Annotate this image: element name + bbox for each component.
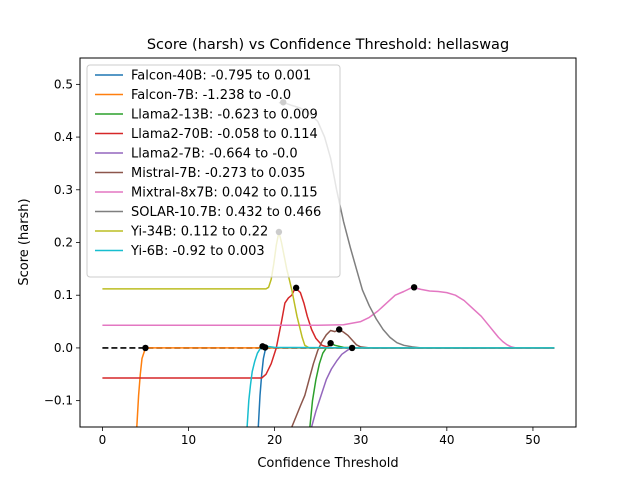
x-tick-label: 40 — [439, 433, 454, 447]
legend-box — [86, 64, 341, 278]
ticks-layer: 0 10 20 30 40 50 −0.1 0.0 0.1 0.2 0.3 0.4 0.5 — [44, 77, 541, 447]
y-axis-label: Score (harsh) — [17, 198, 32, 285]
y-tick-label: 0.2 — [54, 236, 73, 250]
legend-label-6: Mixtral-8x7B: 0.042 to 0.115 — [131, 186, 318, 201]
legend-label-2: Llama2-13B: -0.623 to 0.009 — [131, 108, 318, 123]
legend: Falcon-40B: -0.795 to 0.001 Falcon-7B: -1… — [86, 64, 341, 278]
legend-label-8: Yi-34B: 0.112 to 0.22 — [130, 225, 268, 240]
series-line-5 — [291, 328, 555, 427]
y-tick-label: 0.4 — [54, 130, 73, 144]
y-tick-label: 0.3 — [54, 183, 73, 197]
series-line-9 — [246, 345, 555, 427]
legend-label-0: Falcon-40B: -0.795 to 0.001 — [131, 69, 311, 84]
chart-title: Score (harsh) vs Confidence Threshold: h… — [147, 37, 509, 53]
y-tick-label: −0.1 — [44, 394, 73, 408]
x-tick-label: 50 — [525, 433, 540, 447]
x-tick-label: 30 — [353, 433, 368, 447]
max-point-marker-4 — [348, 344, 356, 352]
x-tick-label: 10 — [181, 433, 196, 447]
x-tick-label: 20 — [267, 433, 282, 447]
max-point-marker-2 — [327, 339, 334, 347]
y-tick-label: 0.1 — [54, 288, 73, 302]
max-point-marker-3 — [292, 284, 300, 292]
y-tick-label: 0.0 — [54, 341, 73, 355]
legend-label-4: Llama2-7B: -0.664 to -0.0 — [131, 147, 298, 162]
x-axis-label: Confidence Threshold — [257, 456, 398, 471]
legend-label-5: Mistral-7B: -0.273 to 0.035 — [131, 166, 305, 181]
max-point-marker-9 — [259, 343, 266, 350]
legend-label-7: SOLAR-10.7B: 0.432 to 0.466 — [131, 205, 321, 220]
max-point-marker-1 — [142, 344, 149, 352]
plot-frame — [79, 57, 577, 428]
legend-label-1: Falcon-7B: -1.238 to -0.0 — [131, 88, 291, 103]
series-line-6 — [102, 286, 555, 349]
max-point-marker-6 — [410, 284, 418, 291]
x-tick-label: 0 — [99, 433, 107, 447]
legend-label-9: Yi-6B: -0.92 to 0.003 — [130, 244, 265, 259]
y-tick-label: 0.5 — [54, 77, 73, 91]
max-point-marker-5 — [335, 326, 343, 333]
legend-label-3: Llama2-70B: -0.058 to 0.114 — [131, 127, 318, 142]
